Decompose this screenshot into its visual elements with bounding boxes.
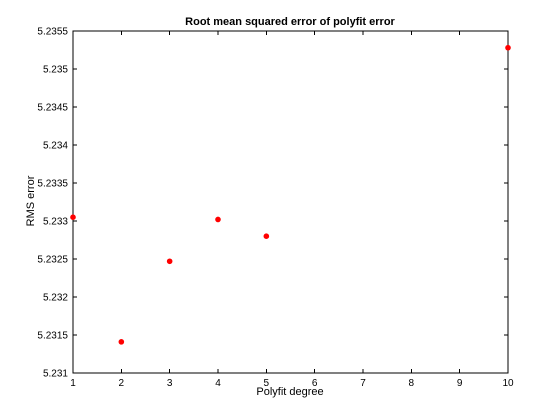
y-tick-label: 5.235	[43, 65, 68, 76]
x-tick-label: 10	[502, 378, 514, 389]
data-point	[118, 339, 125, 345]
x-tick-label: 3	[167, 378, 173, 389]
data-point	[263, 233, 270, 239]
data-point	[166, 258, 173, 265]
y-tick-label: 5.233	[43, 217, 68, 228]
y-tick-label: 5.232	[43, 293, 68, 304]
x-tick-label: 6	[312, 378, 318, 389]
y-tick-label: 5.2315	[37, 331, 68, 342]
x-axis-label: Polyfit degree	[256, 386, 323, 398]
chart-title: Root mean squared error of polyfit error	[185, 16, 395, 28]
x-tick-label: 8	[409, 378, 415, 389]
plot-axes	[72, 30, 509, 374]
x-tick-label: 5	[264, 378, 270, 389]
data-point	[505, 44, 511, 51]
y-tick-label: 5.2345	[37, 103, 68, 114]
x-tick-label: 7	[360, 378, 366, 389]
y-tick-label: 5.2355	[37, 27, 68, 38]
y-axis-label: RMS error	[25, 175, 37, 226]
data-point	[215, 216, 221, 223]
y-tick-label: 5.234	[43, 141, 68, 152]
y-tick-label: 5.231	[43, 369, 68, 380]
y-axis-ticks: 5.231 5.2315 5.232 5.2325 5.233 5.2335 5.234 5.…	[37, 27, 508, 380]
x-axis-ticks: 1 2 3 4 5 6 7 8 9 10	[70, 31, 514, 389]
plot-frame	[72, 30, 509, 374]
x-tick-label: 2	[119, 378, 125, 389]
y-tick-label: 5.2325	[37, 255, 68, 266]
x-tick-label: 1	[70, 378, 76, 389]
data-point	[70, 214, 76, 220]
x-tick-label: 4	[215, 378, 221, 389]
x-tick-label: 9	[457, 378, 463, 389]
data-points	[70, 44, 511, 345]
y-tick-label: 5.2335	[37, 179, 68, 190]
